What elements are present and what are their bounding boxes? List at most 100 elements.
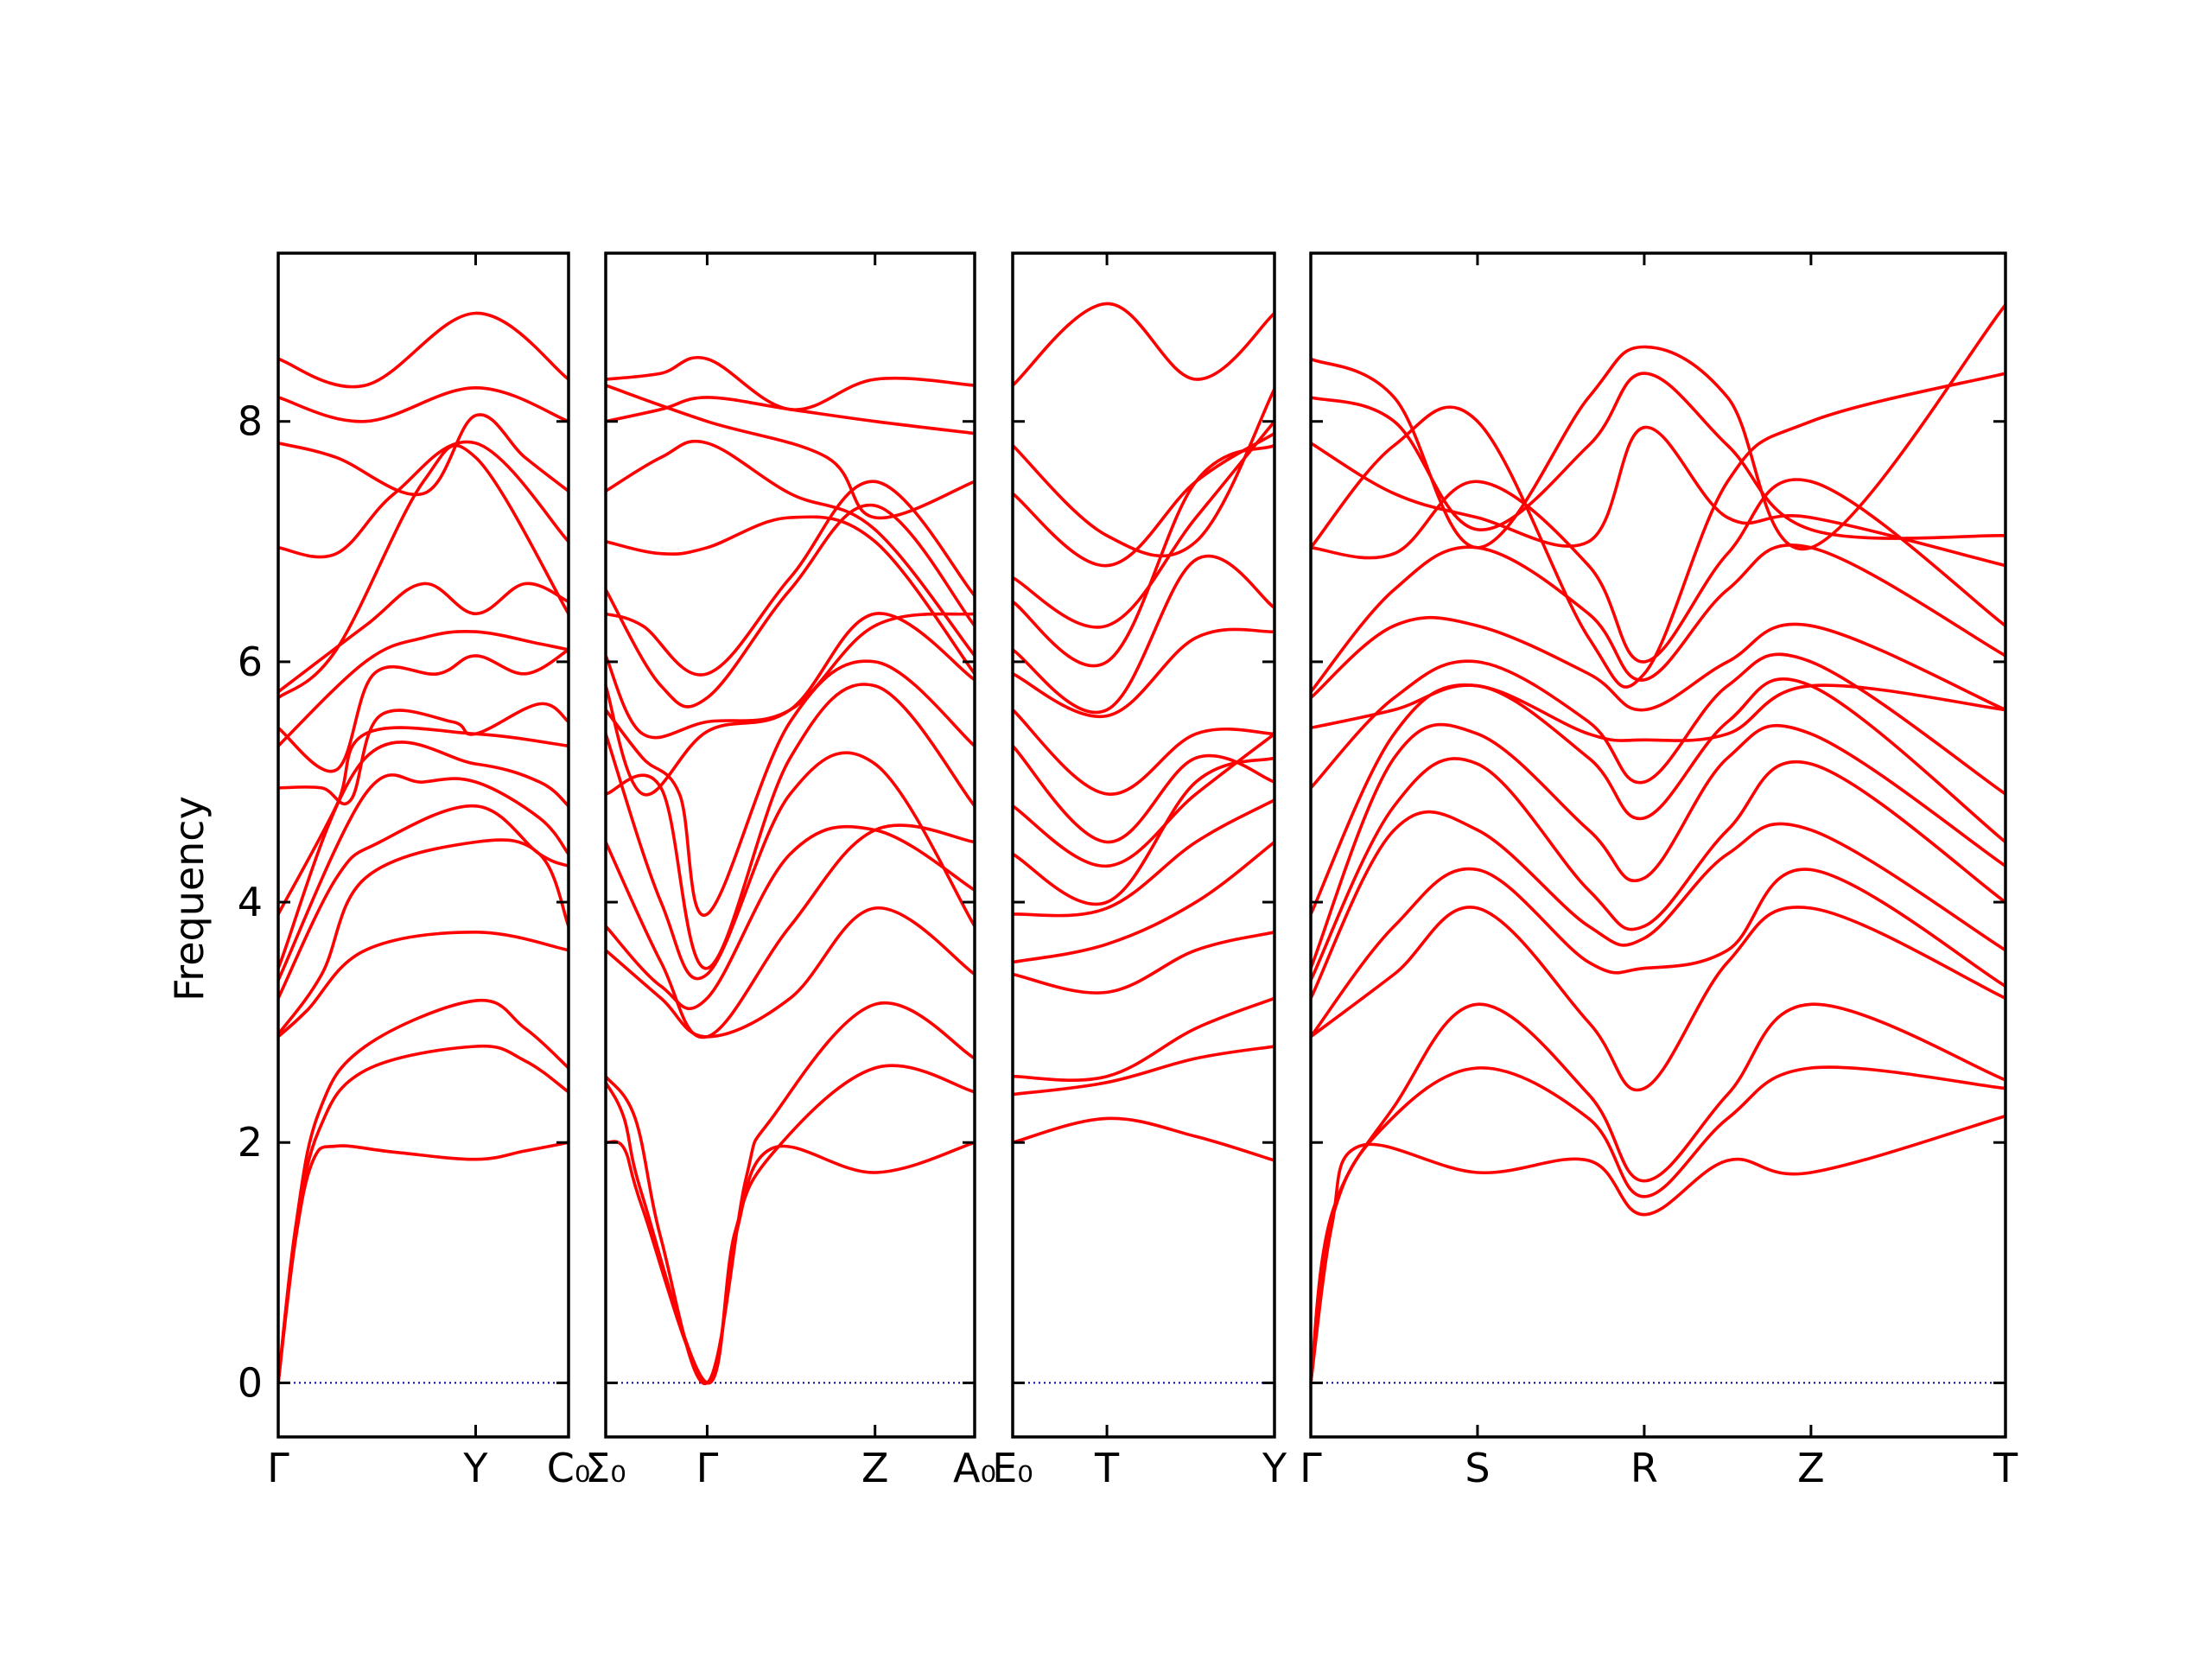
band-line-17: [1013, 302, 1274, 387]
y-tick-label: 8: [238, 398, 263, 445]
panel-1: 0 2 4 6 8 Γ Y C₀: [238, 251, 591, 1491]
band-line-6: [606, 824, 975, 1011]
x-tick-label: Γ: [1300, 1445, 1322, 1491]
band-line-16: [1311, 372, 2005, 540]
x-tick-label: Y: [462, 1445, 488, 1491]
band-line-5: [278, 838, 569, 1036]
band-line-8: [278, 741, 569, 970]
x-tick-label: E₀: [992, 1445, 1033, 1491]
x-tick-label: T: [1993, 1445, 2018, 1491]
band-line-12: [278, 629, 569, 748]
band-line-16: [1013, 387, 1274, 558]
band-line-11: [606, 612, 975, 740]
band-line-16: [606, 396, 975, 435]
x-tick-label: A₀: [953, 1445, 996, 1491]
band-line-13: [1311, 543, 2005, 694]
band-line-1: [1311, 1114, 2005, 1385]
x-tick-label: Γ: [267, 1445, 289, 1491]
band-line-17: [1311, 303, 2005, 551]
band-line-8: [1013, 732, 1274, 868]
band-line-7: [606, 732, 975, 981]
panel-frame: [276, 251, 570, 1439]
band-line-5: [606, 823, 975, 1039]
band-line-7: [278, 773, 569, 982]
band-line-14: [1013, 419, 1274, 629]
x-tick-label: Σ₀: [585, 1445, 626, 1491]
band-line-4: [278, 931, 569, 1039]
band-line-8: [1311, 722, 2005, 970]
band-line-5: [1311, 867, 2005, 1039]
band-line-10: [606, 612, 975, 797]
band-line-1: [278, 1141, 569, 1385]
band-line-18: [606, 384, 975, 520]
band-line-4: [1013, 931, 1274, 995]
band-line-3: [1013, 996, 1274, 1082]
band-line-1: [1013, 1116, 1274, 1162]
y-axis-label: Frequency: [166, 796, 213, 1001]
band-line-3: [1311, 1002, 2005, 1385]
bands-group: [606, 356, 975, 1385]
band-line-9: [1311, 677, 2005, 916]
panel-2: Σ₀ Γ Z A₀: [585, 251, 996, 1491]
bands-group: [1013, 302, 1274, 1162]
band-line-14: [606, 515, 975, 676]
band-line-2: [606, 1064, 975, 1385]
band-line-4: [606, 906, 975, 1039]
y-tick-label: 6: [238, 639, 263, 685]
x-tick-label: T: [1094, 1445, 1120, 1491]
bands-group: [1311, 303, 2005, 1385]
band-line-9: [606, 659, 975, 918]
band-line-2: [278, 1044, 569, 1385]
panel-frame: [1309, 251, 2007, 1439]
band-line-13: [606, 503, 975, 709]
band-line-5: [1013, 840, 1274, 964]
x-tick-label: R: [1630, 1445, 1658, 1491]
band-line-2: [1013, 1045, 1274, 1096]
band-line-10: [1311, 652, 2005, 796]
x-tick-label: Z: [861, 1445, 889, 1491]
band-line-11: [278, 648, 569, 773]
band-line-18: [278, 311, 569, 389]
band-line-16: [278, 413, 569, 497]
band-line-15: [1013, 431, 1274, 568]
band-line-11: [1311, 683, 2005, 742]
band-line-2: [1311, 1065, 2005, 1385]
band-line-17: [606, 356, 975, 411]
band-line-12: [1013, 554, 1274, 715]
band-line-10: [278, 702, 569, 806]
band-line-3: [278, 998, 569, 1385]
band-line-14: [1311, 478, 2005, 664]
x-tick-label: C₀: [547, 1445, 591, 1491]
panel-frame: [1011, 251, 1276, 1439]
band-line-12: [1311, 615, 2005, 712]
band-line-15: [278, 440, 569, 559]
x-tick-label: S: [1465, 1445, 1490, 1491]
x-tick-label: Γ: [696, 1445, 719, 1491]
band-line-11: [1013, 627, 1274, 719]
band-line-14: [278, 443, 569, 700]
band-line-3: [606, 1001, 975, 1385]
band-line-15: [1311, 425, 2005, 568]
band-line-9: [278, 726, 569, 916]
band-line-17: [278, 386, 569, 423]
band-line-13: [1013, 443, 1274, 668]
x-tick-label: Z: [1797, 1445, 1825, 1491]
band-line-8: [606, 683, 975, 970]
band-line-4: [1311, 906, 2005, 1092]
band-line-18: [1311, 372, 2005, 689]
panel-3: E₀ T Y: [992, 251, 1287, 1491]
bands-group: [278, 311, 569, 1385]
y-tick-label: 0: [238, 1359, 263, 1406]
band-line-15: [606, 439, 975, 658]
band-line-10: [1013, 708, 1274, 796]
y-tick-label: 4: [238, 879, 263, 925]
band-line-6: [1013, 798, 1274, 918]
panel-frame: [604, 251, 976, 1439]
band-line-9: [1013, 744, 1274, 844]
band-line-7: [1311, 757, 2005, 982]
band-line-6: [278, 804, 569, 1001]
y-tick-label: 2: [238, 1119, 263, 1166]
